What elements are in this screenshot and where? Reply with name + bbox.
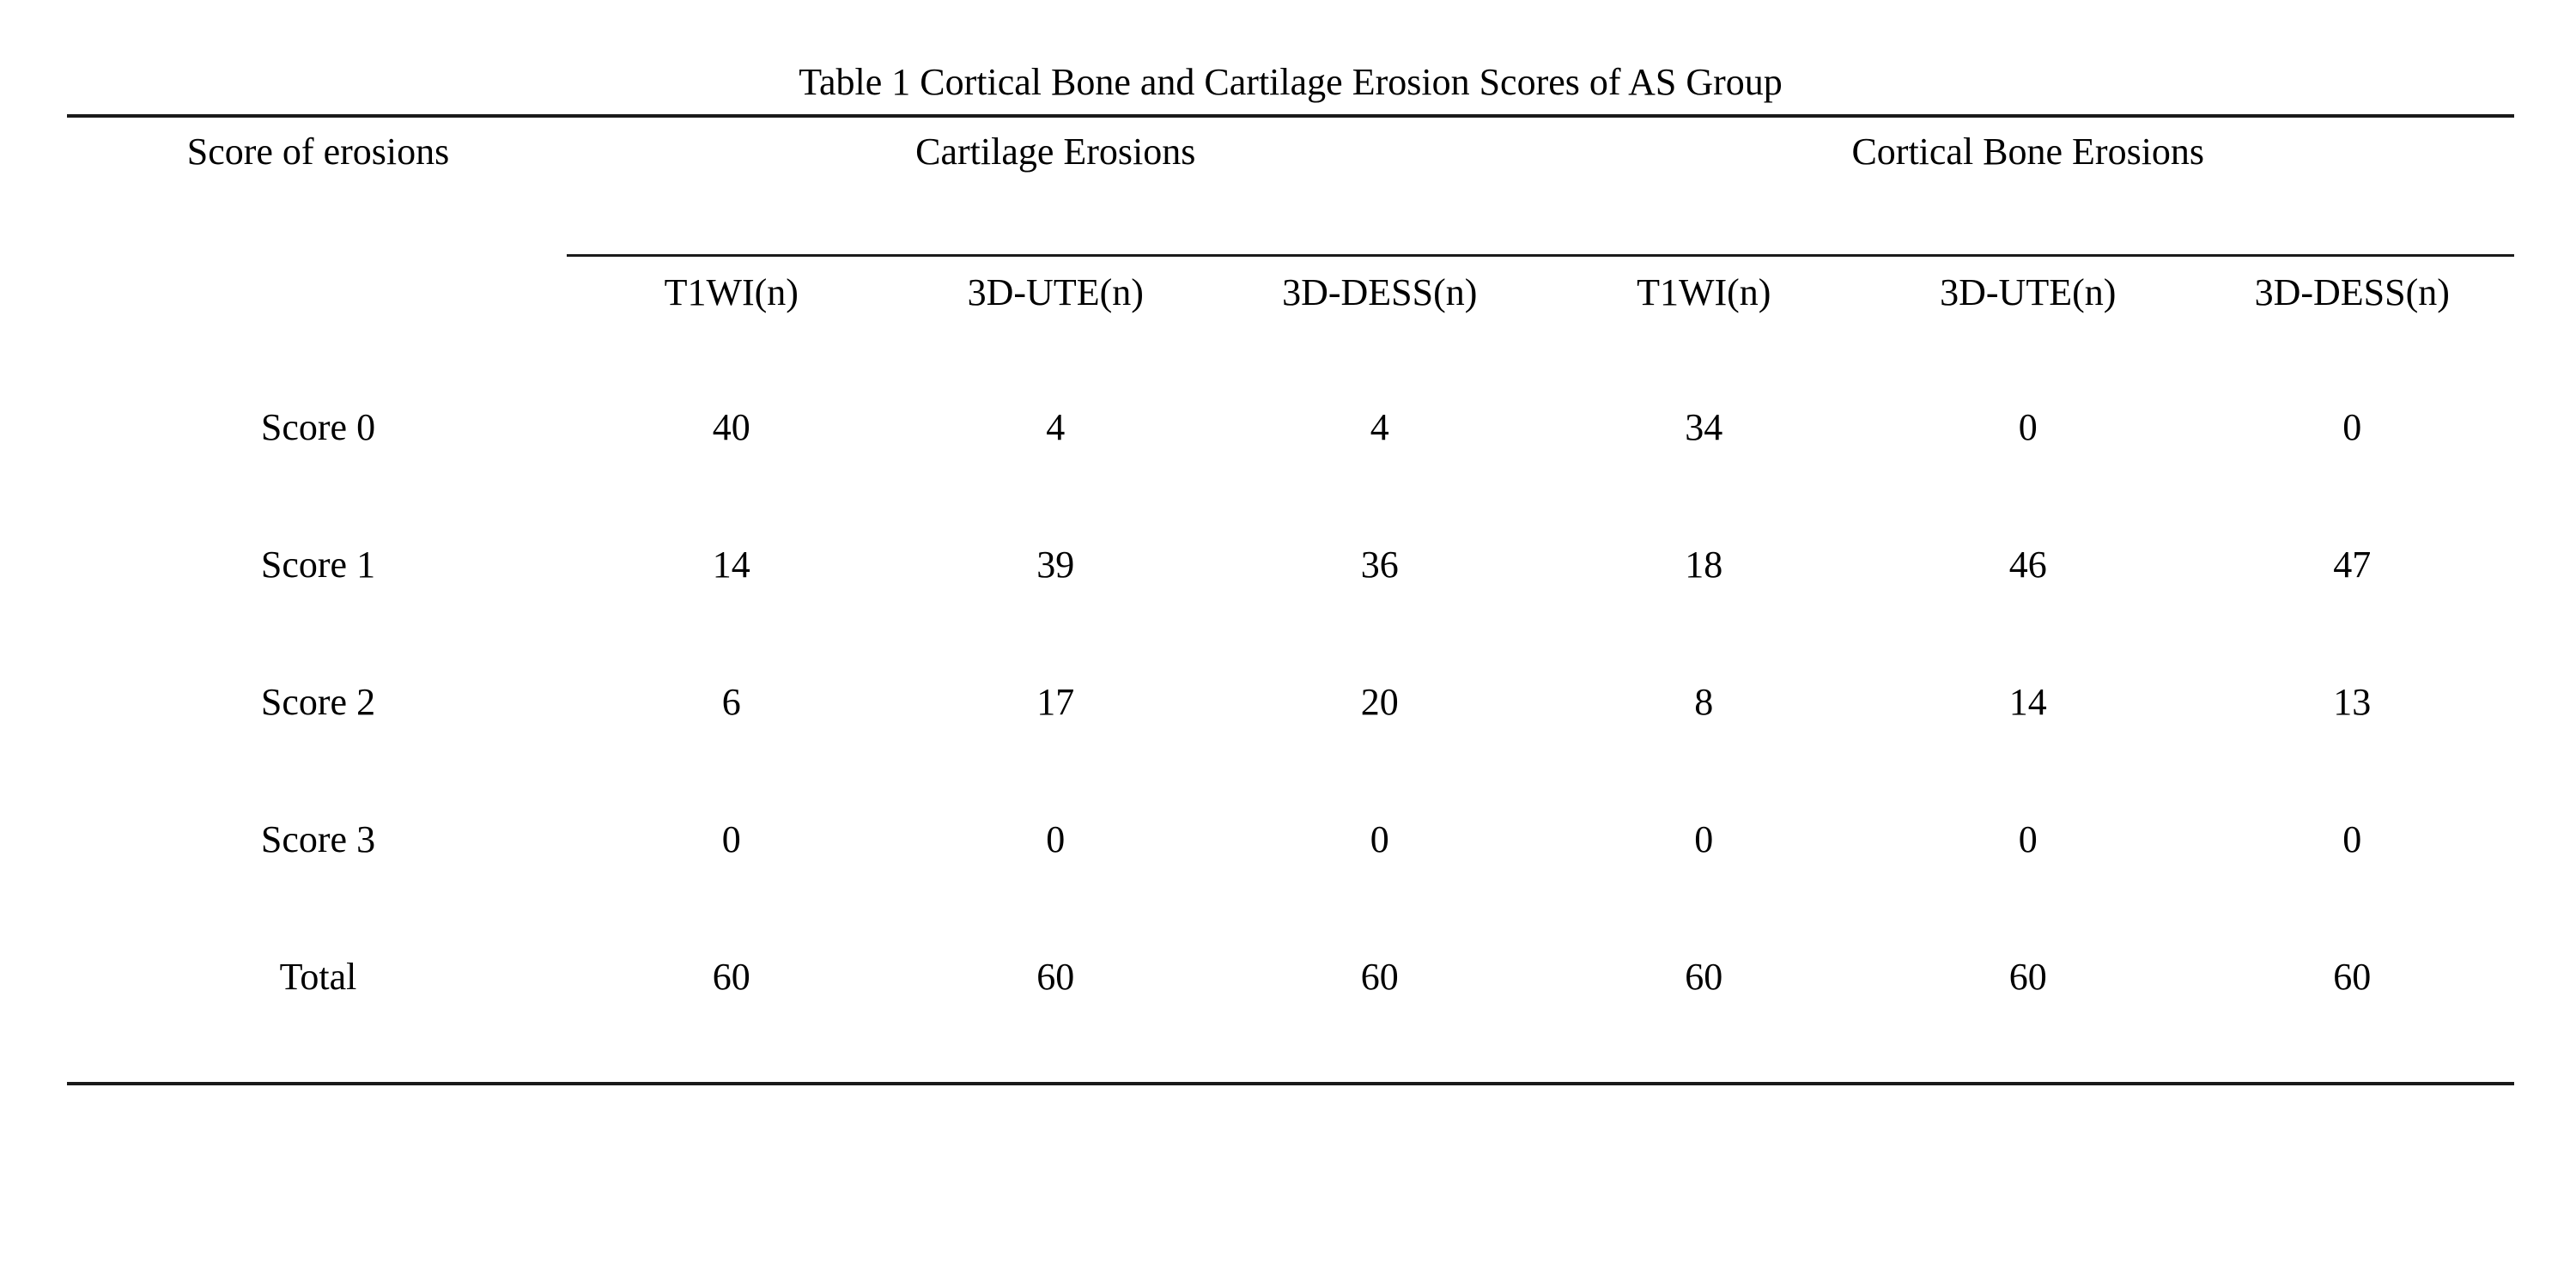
data-cell: 13: [2333, 681, 2372, 723]
row-header-label: Score of erosions: [186, 130, 450, 173]
data-cell: 0: [2018, 406, 2038, 448]
data-cell: 60: [1360, 956, 1399, 998]
data-cell: 17: [1036, 681, 1075, 723]
table-title: Table 1 Cortical Bone and Cartilage Eros…: [799, 61, 1783, 103]
row-label: Score 2: [260, 681, 376, 723]
table-row: Score 0 40 4 4 34 0 0: [67, 405, 2514, 448]
data-cell: 40: [712, 406, 750, 448]
table-subheader-row: T1WI(n) 3D-UTE(n) 3D-DESS(n) T1WI(n) 3D-…: [67, 268, 2514, 316]
table-row: Score 3 0 0 0 0 0 0: [67, 817, 2514, 860]
table-row: Score 1 14 39 36 18 46 47: [67, 543, 2514, 586]
data-cell: 4: [1370, 406, 1389, 448]
subheader-3d-dess-cortical: 3D-DESS(n): [2254, 270, 2450, 313]
data-cell: 14: [2008, 681, 2047, 723]
subheader-t1wi-cartilage: T1WI(n): [664, 270, 799, 313]
table-row: Total 60 60 60 60 60 60: [67, 955, 2514, 998]
group-header-cartilage: Cartilage Erosions: [915, 130, 1196, 173]
subheader-3d-ute-cortical: 3D-UTE(n): [1940, 270, 2117, 313]
table-top-rule: [67, 114, 2514, 118]
data-cell: 0: [2342, 406, 2362, 448]
data-cell: 46: [2008, 544, 2047, 586]
data-cell: 60: [2333, 956, 2372, 998]
subheader-rule: [567, 254, 2514, 257]
data-cell: 60: [712, 956, 750, 998]
data-cell: 39: [1036, 544, 1075, 586]
row-label: Score 3: [260, 818, 376, 860]
group-header-cortical-bone: Cortical Bone Erosions: [1851, 130, 2205, 173]
data-cell: 60: [1036, 956, 1075, 998]
data-cell: 60: [2008, 956, 2047, 998]
data-cell: 8: [1694, 681, 1714, 723]
data-cell: 0: [1370, 818, 1389, 860]
data-cell: 0: [2018, 818, 2038, 860]
data-cell: 14: [712, 544, 750, 586]
data-cell: 0: [1046, 818, 1066, 860]
data-cell: 0: [2342, 818, 2362, 860]
table-group-header-row: Score of erosions Cartilage Erosions Cor…: [67, 127, 2514, 175]
data-cell: 6: [721, 681, 741, 723]
row-label: Total: [279, 956, 357, 998]
table-bottom-rule: [67, 1082, 2514, 1085]
row-label: Score 1: [260, 544, 376, 586]
data-cell: 4: [1046, 406, 1066, 448]
data-cell: 0: [1694, 818, 1714, 860]
row-label: Score 0: [260, 406, 376, 448]
table-row: Score 2 6 17 20 8 14 13: [67, 680, 2514, 723]
subheader-3d-dess-cartilage: 3D-DESS(n): [1282, 270, 1478, 313]
data-cell: 34: [1685, 406, 1723, 448]
data-cell: 0: [721, 818, 741, 860]
data-cell: 60: [1685, 956, 1723, 998]
data-cell: 47: [2333, 544, 2372, 586]
data-cell: 36: [1360, 544, 1399, 586]
data-cell: 18: [1685, 544, 1723, 586]
subheader-t1wi-cortical: T1WI(n): [1637, 270, 1771, 313]
data-cell: 20: [1360, 681, 1399, 723]
subheader-3d-ute-cartilage: 3D-UTE(n): [967, 270, 1144, 313]
